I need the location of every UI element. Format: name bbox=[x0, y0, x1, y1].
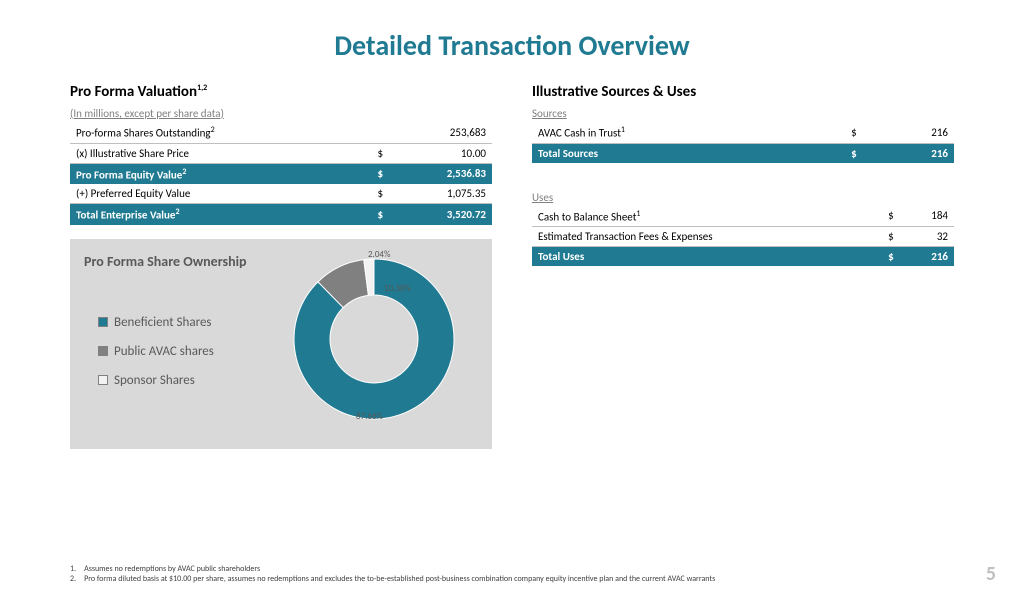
row-currency bbox=[371, 122, 389, 143]
row-value: 2,536.83 bbox=[389, 163, 492, 184]
row-label: AVAC Cash in Trust1 bbox=[532, 122, 845, 143]
row-value: 216 bbox=[863, 122, 954, 143]
row-label: (+) Preferred Equity Value bbox=[70, 184, 371, 204]
valuation-title: Pro Forma Valuation1,2 bbox=[70, 83, 492, 101]
donut-pct-label: 10.30% bbox=[384, 283, 411, 294]
footnote: 1.Assumes no redemptions by AVAC public … bbox=[70, 564, 715, 574]
legend-label: Public AVAC shares bbox=[114, 344, 214, 359]
donut-pct-label: 2.04% bbox=[368, 249, 390, 260]
row-currency: $ bbox=[882, 227, 900, 247]
row-currency: $ bbox=[882, 206, 900, 227]
valuation-subtitle: (In millions, except per share data) bbox=[70, 107, 492, 120]
sources-uses-title: Illustrative Sources & Uses bbox=[532, 83, 954, 101]
page-number: 5 bbox=[986, 562, 996, 586]
right-column: Illustrative Sources & Uses Sources AVAC… bbox=[532, 83, 954, 449]
legend-swatch bbox=[98, 317, 108, 327]
legend-item: Public AVAC shares bbox=[98, 344, 214, 359]
row-currency: $ bbox=[371, 163, 389, 184]
page-title: Detailed Transaction Overview bbox=[0, 28, 1024, 63]
row-value: 3,520.72 bbox=[389, 204, 492, 225]
ownership-legend: Beneficient Shares Public AVAC shares Spon… bbox=[98, 315, 214, 402]
valuation-table: Pro-forma Shares Outstanding2253,683(x) … bbox=[70, 122, 492, 225]
row-label: Cash to Balance Sheet1 bbox=[532, 206, 882, 227]
row-currency: $ bbox=[371, 184, 389, 204]
table-row: Total Uses$216 bbox=[532, 247, 954, 267]
row-currency: $ bbox=[845, 143, 863, 163]
legend-item: Sponsor Shares bbox=[98, 373, 214, 388]
row-currency: $ bbox=[371, 204, 389, 225]
table-row: (+) Preferred Equity Value$1,075.35 bbox=[70, 184, 492, 204]
row-value: 32 bbox=[900, 227, 954, 247]
donut-chart: 2.04% 10.30% 87.66% bbox=[284, 249, 464, 434]
donut-svg bbox=[284, 249, 464, 429]
row-label: Pro-forma Shares Outstanding2 bbox=[70, 122, 371, 143]
left-column: Pro Forma Valuation1,2 (In millions, exc… bbox=[70, 83, 492, 449]
table-row: Total Sources$216 bbox=[532, 143, 954, 163]
donut-pct-label: 87.66% bbox=[356, 411, 383, 422]
row-label: Estimated Transaction Fees & Expenses bbox=[532, 227, 882, 247]
table-row: Estimated Transaction Fees & Expenses$32 bbox=[532, 227, 954, 247]
content-grid: Pro Forma Valuation1,2 (In millions, exc… bbox=[0, 63, 1024, 449]
table-row: (x) Illustrative Share Price$10.00 bbox=[70, 143, 492, 163]
legend-item: Beneficient Shares bbox=[98, 315, 214, 330]
table-row: Total Enterprise Value2$3,520.72 bbox=[70, 204, 492, 225]
row-label: (x) Illustrative Share Price bbox=[70, 143, 371, 163]
row-value: 184 bbox=[900, 206, 954, 227]
table-row: AVAC Cash in Trust1$216 bbox=[532, 122, 954, 143]
row-value: 253,683 bbox=[389, 122, 492, 143]
row-label: Total Enterprise Value2 bbox=[70, 204, 371, 225]
table-row: Cash to Balance Sheet1$184 bbox=[532, 206, 954, 227]
row-value: 1,075.35 bbox=[389, 184, 492, 204]
row-label: Total Sources bbox=[532, 143, 845, 163]
row-currency: $ bbox=[882, 247, 900, 267]
footnotes: 1.Assumes no redemptions by AVAC public … bbox=[70, 564, 715, 584]
ownership-panel: Pro Forma Share Ownership Beneficient Sh… bbox=[70, 239, 492, 449]
row-label: Pro Forma Equity Value2 bbox=[70, 163, 371, 184]
legend-label: Sponsor Shares bbox=[114, 373, 195, 388]
legend-swatch bbox=[98, 375, 108, 385]
uses-label: Uses bbox=[532, 191, 954, 204]
legend-swatch bbox=[98, 346, 108, 356]
table-row: Pro Forma Equity Value2$2,536.83 bbox=[70, 163, 492, 184]
uses-table: Cash to Balance Sheet1$184Estimated Tran… bbox=[532, 206, 954, 267]
row-value: 10.00 bbox=[389, 143, 492, 163]
table-row: Pro-forma Shares Outstanding2 253,683 bbox=[70, 122, 492, 143]
row-label: Total Uses bbox=[532, 247, 882, 267]
row-currency: $ bbox=[371, 143, 389, 163]
sources-table: AVAC Cash in Trust1$216Total Sources$216 bbox=[532, 122, 954, 163]
row-currency: $ bbox=[845, 122, 863, 143]
row-value: 216 bbox=[900, 247, 954, 267]
legend-label: Beneficient Shares bbox=[114, 315, 212, 330]
row-value: 216 bbox=[863, 143, 954, 163]
sources-label: Sources bbox=[532, 107, 954, 120]
